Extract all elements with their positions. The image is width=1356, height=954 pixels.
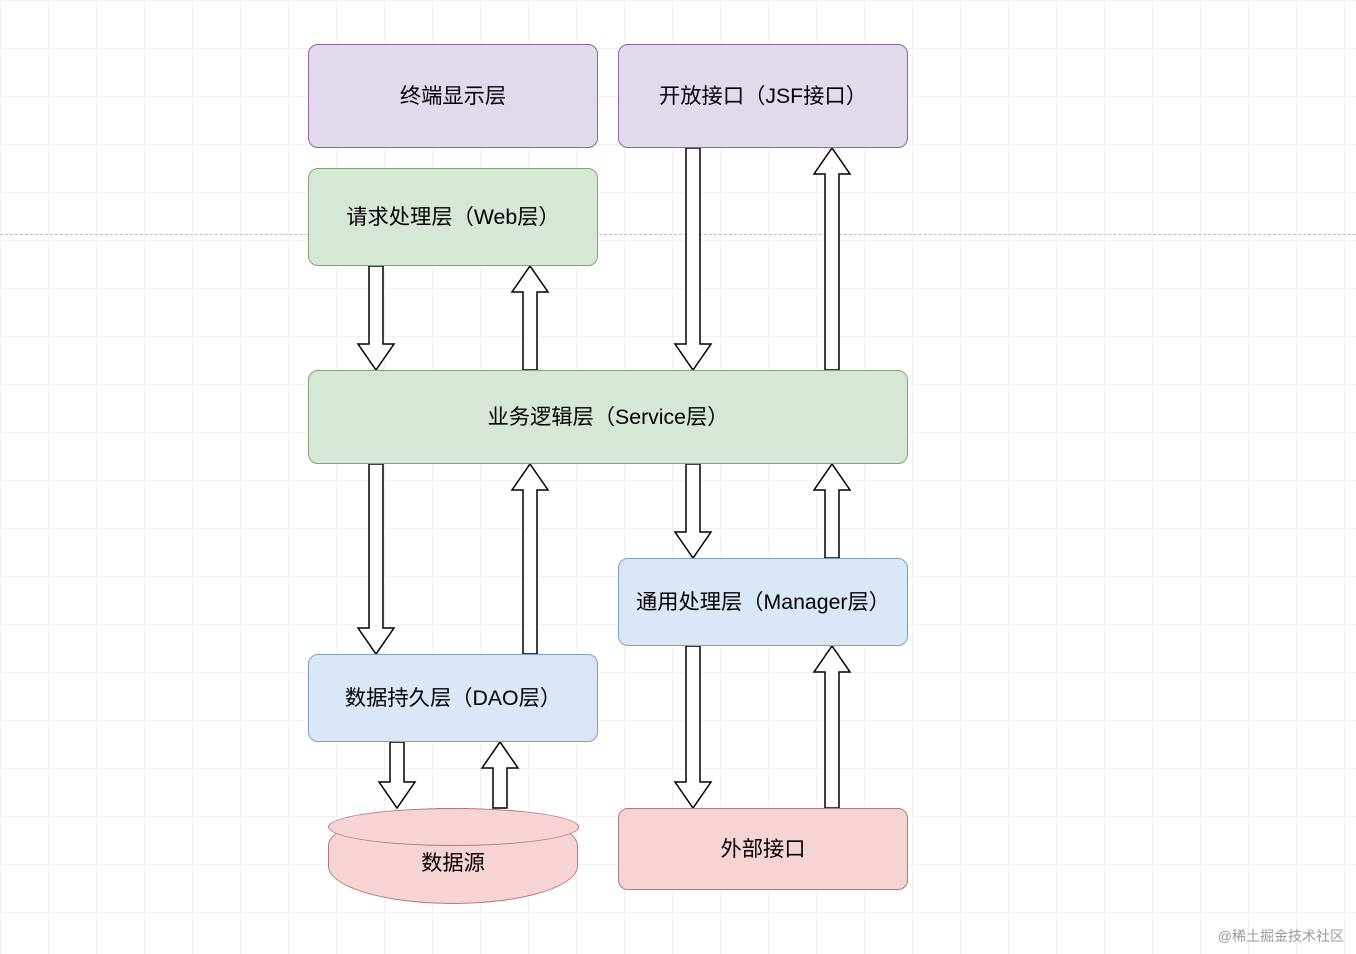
arrow-e_mgr_ext_down: [675, 646, 711, 808]
node-label-ext_api: 外部接口: [720, 836, 805, 863]
arrow-e_web_svc_up: [512, 266, 548, 370]
arrow-e_api_svc_up: [814, 148, 850, 370]
arrow-e_svc_dao_up: [512, 464, 548, 654]
node-label-datasource: 数据源: [421, 850, 485, 877]
node-manager: 通用处理层（Manager层）: [618, 558, 908, 646]
arrow-e_mgr_ext_up: [814, 646, 850, 808]
node-label-dao: 数据持久层（DAO层）: [345, 685, 561, 712]
node-label-manager: 通用处理层（Manager层）: [636, 589, 890, 616]
arrow-e_dao_ds_down: [379, 742, 415, 808]
arrow-e_svc_mgr_down: [675, 464, 711, 558]
node-terminal: 终端显示层: [308, 44, 598, 148]
arrow-e_web_svc_down: [358, 266, 394, 370]
node-service: 业务逻辑层（Service层）: [308, 370, 908, 464]
arrow-e_svc_dao_down: [358, 464, 394, 654]
arrow-e_svc_mgr_up: [814, 464, 850, 558]
node-open_api: 开放接口（JSF接口）: [618, 44, 908, 148]
arrow-e_dao_ds_up: [482, 742, 518, 808]
node-label-web: 请求处理层（Web层）: [346, 204, 559, 231]
node-dao: 数据持久层（DAO层）: [308, 654, 598, 742]
node-ext_api: 外部接口: [618, 808, 908, 890]
watermark-text: @稀土掘金技术社区: [1218, 926, 1344, 946]
node-label-service: 业务逻辑层（Service层）: [487, 404, 728, 431]
node-label-open_api: 开放接口（JSF接口）: [659, 83, 867, 110]
node-web: 请求处理层（Web层）: [308, 168, 598, 266]
dashed-separator: [0, 234, 1356, 235]
node-datasource: 数据源: [328, 808, 578, 904]
node-label-terminal: 终端显示层: [400, 83, 506, 110]
arrow-e_api_svc_down: [675, 148, 711, 370]
